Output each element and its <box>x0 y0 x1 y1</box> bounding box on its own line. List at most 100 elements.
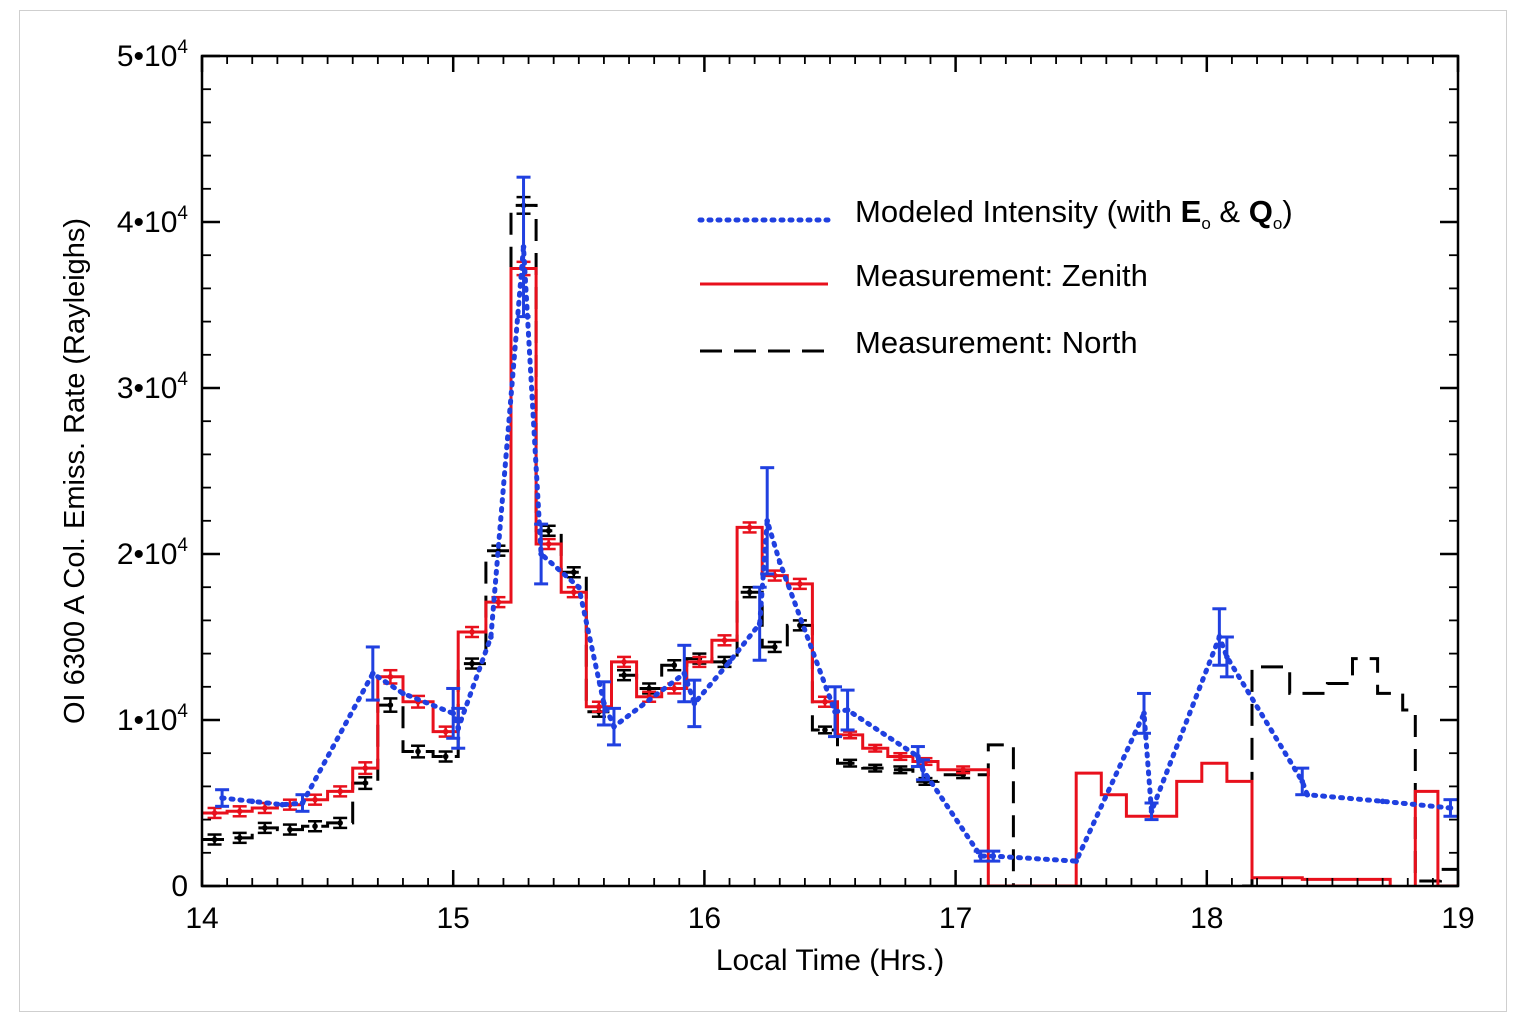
data-point-modeled <box>1447 805 1454 811</box>
legend: Modeled Intensity (with Eo & Qo) Measurem… <box>697 194 1293 360</box>
data-point-modeled <box>977 853 984 859</box>
line-modeled <box>219 246 1453 864</box>
data-point-modeled <box>520 244 527 250</box>
data-point-modeled <box>538 551 544 557</box>
data-point-zenith <box>897 753 904 760</box>
data-point-modeled <box>990 853 997 859</box>
data-point-north <box>337 820 343 826</box>
data-point-north <box>469 660 475 667</box>
data-point-north <box>671 662 678 669</box>
data-point-modeled <box>279 801 286 808</box>
data-point-north <box>211 836 218 843</box>
legend-label-modeled: Modeled Intensity (with Eo & Qo) <box>855 194 1293 233</box>
series-modeled <box>215 175 1458 864</box>
data-point-north <box>771 644 778 650</box>
data-point-north <box>621 672 627 678</box>
data-point-zenith <box>872 745 879 752</box>
y-tick-label: 5•104 <box>117 37 189 73</box>
data-point-modeled <box>681 670 688 677</box>
data-point-modeled <box>1224 654 1230 660</box>
series-zenith <box>202 260 1458 886</box>
data-point-north <box>287 826 293 833</box>
data-point-modeled <box>1148 808 1155 815</box>
data-point-zenith <box>262 805 268 811</box>
data-point-zenith <box>721 637 728 644</box>
plot-area-border <box>200 54 1460 888</box>
data-point-zenith <box>469 629 475 635</box>
data-point-zenith <box>797 581 803 587</box>
data-point-north <box>822 727 828 733</box>
data-point-zenith <box>822 698 828 705</box>
data-point-modeled <box>400 690 406 697</box>
data-point-zenith <box>570 589 577 595</box>
x-tick-label: 14 <box>185 902 218 935</box>
y-tick-label: 4•104 <box>117 203 189 239</box>
data-point-north <box>312 823 318 830</box>
data-point-north <box>570 569 577 576</box>
data-point-north <box>897 767 904 773</box>
data-point-north <box>387 702 394 708</box>
data-point-zenith <box>621 659 627 665</box>
data-point-zenith <box>671 685 678 692</box>
x-tick-label: 16 <box>688 902 721 935</box>
data-point-north <box>262 825 268 831</box>
data-point-north <box>442 753 449 760</box>
data-point-modeled <box>249 798 256 805</box>
step-line-zenith <box>202 267 1458 886</box>
data-point-modeled <box>299 800 306 806</box>
data-point-modeled <box>1379 798 1386 805</box>
y-tick-label: 0 <box>171 870 188 903</box>
data-point-zenith <box>211 810 218 816</box>
data-point-zenith <box>847 732 853 738</box>
data-point-north <box>746 589 753 595</box>
x-tick-label: 18 <box>1190 902 1223 935</box>
y-tick-label: 3•104 <box>117 369 189 405</box>
legend-label-north: Measurement: North <box>855 325 1138 360</box>
x-tick-label: 15 <box>437 902 470 935</box>
x-tick-label: 19 <box>1441 902 1474 935</box>
data-point-modeled <box>832 708 838 715</box>
data-point-modeled <box>576 584 582 590</box>
data-point-modeled <box>756 620 763 627</box>
data-point-modeled <box>776 559 783 566</box>
data-point-modeled <box>455 725 462 732</box>
data-point-north <box>847 760 853 766</box>
data-point-modeled <box>844 707 851 713</box>
data-point-zenith <box>337 788 343 795</box>
data-point-modeled <box>726 659 733 665</box>
data-point-zenith <box>387 674 394 680</box>
data-point-north <box>362 780 369 786</box>
legend-label-zenith: Measurement: Zenith <box>855 258 1148 293</box>
step-line-north <box>202 203 1458 886</box>
data-point-modeled <box>764 518 770 524</box>
data-point-zenith <box>312 796 318 803</box>
data-point-modeled <box>691 700 698 707</box>
x-axis-label: Local Time (Hrs.) <box>716 944 944 977</box>
data-point-north <box>415 748 421 755</box>
data-point-modeled <box>450 710 457 717</box>
data-point-modeled <box>370 670 376 677</box>
data-point-modeled <box>1299 778 1306 785</box>
data-point-modeled <box>219 795 225 801</box>
data-point-north <box>236 835 243 841</box>
data-point-zenith <box>960 767 966 773</box>
series-north <box>202 195 1458 886</box>
y-axis-label: OI 6300 A Col. Emiss. Rate (Rayleighs) <box>59 218 91 724</box>
data-point-zenith <box>596 703 602 710</box>
data-point-modeled <box>920 767 926 773</box>
data-point-zenith <box>236 808 243 815</box>
data-point-zenith <box>362 765 369 771</box>
data-point-modeled <box>611 723 617 730</box>
data-point-modeled <box>1141 710 1147 717</box>
data-point-zenith <box>746 524 753 531</box>
data-point-modeled <box>1073 858 1079 864</box>
data-point-north <box>646 685 652 692</box>
data-point-zenith <box>495 599 502 605</box>
x-tick-label: 17 <box>939 902 972 935</box>
y-tick-label: 1•104 <box>117 701 189 737</box>
data-point-modeled <box>601 700 607 707</box>
data-point-modeled <box>488 634 494 640</box>
data-point-zenith <box>696 659 703 665</box>
data-point-modeled <box>915 753 921 760</box>
